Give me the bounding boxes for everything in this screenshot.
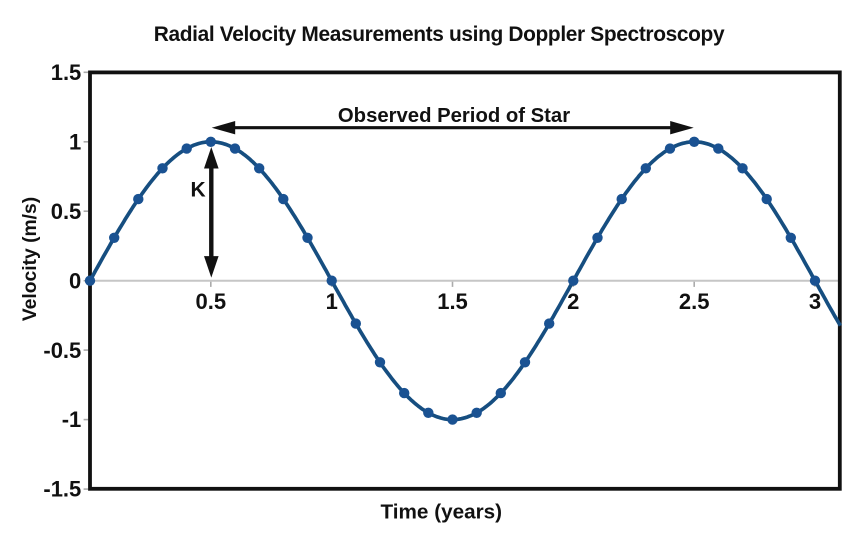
svg-text:Time (years): Time (years): [381, 501, 503, 524]
svg-text:-1: -1: [62, 407, 82, 432]
svg-text:-1.5: -1.5: [43, 477, 81, 502]
svg-text:K: K: [191, 178, 206, 201]
svg-text:0.5: 0.5: [196, 289, 227, 314]
svg-text:1.5: 1.5: [51, 60, 82, 85]
svg-text:3: 3: [809, 289, 821, 314]
svg-text:Velocity (m/s): Velocity (m/s): [20, 197, 41, 321]
svg-text:0.5: 0.5: [51, 199, 82, 224]
svg-text:1: 1: [326, 289, 338, 314]
svg-text:0: 0: [69, 268, 81, 293]
svg-text:1.5: 1.5: [437, 289, 468, 314]
svg-text:2: 2: [567, 289, 579, 314]
svg-text:Radial Velocity Measurements u: Radial Velocity Measurements using Doppl…: [154, 23, 725, 46]
svg-text:Observed Period of Star: Observed Period of Star: [338, 105, 570, 127]
svg-text:-0.5: -0.5: [43, 338, 81, 363]
svg-text:1: 1: [69, 129, 81, 154]
svg-text:2.5: 2.5: [679, 289, 710, 314]
